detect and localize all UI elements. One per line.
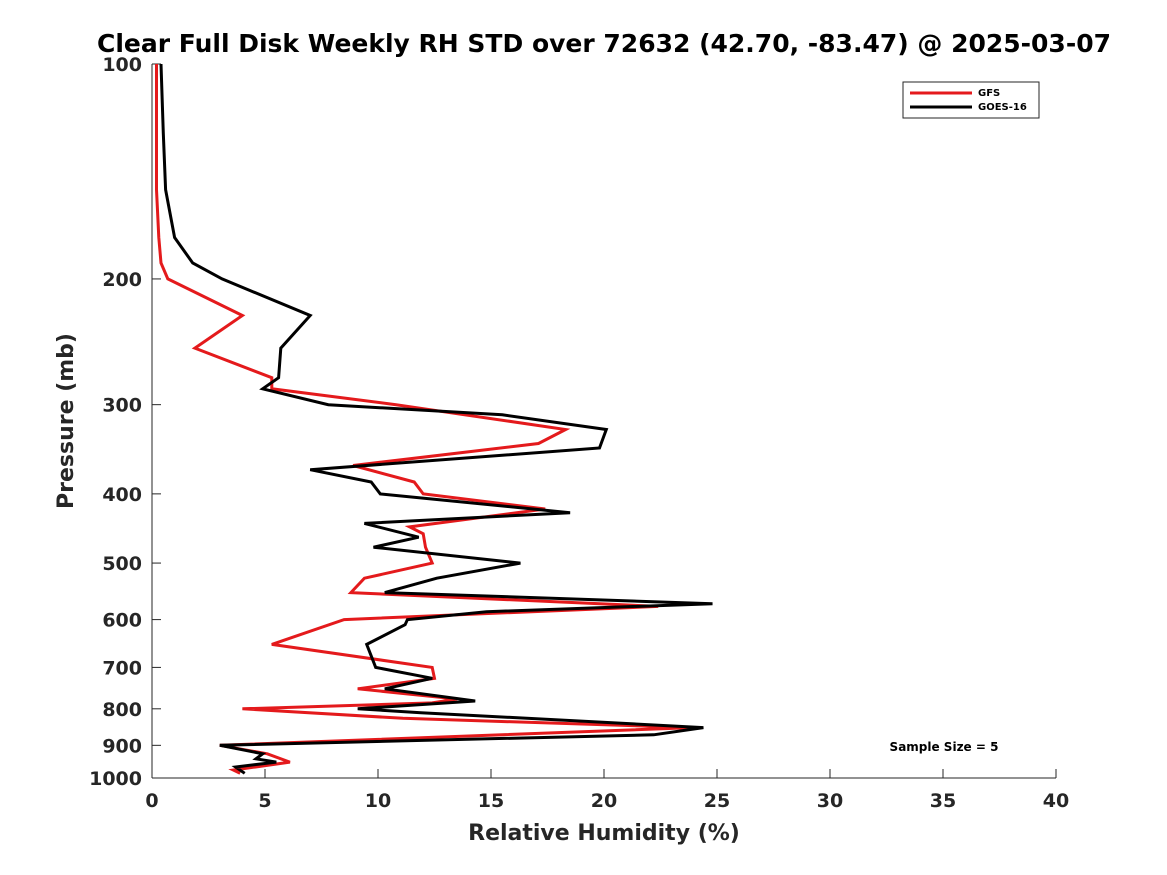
sample-size-annotation: Sample Size = 5 xyxy=(890,740,999,754)
chart-title: Clear Full Disk Weekly RH STD over 72632… xyxy=(97,29,1111,58)
y-tick-label: 900 xyxy=(102,735,142,757)
y-axis-label: Pressure (mb) xyxy=(54,333,79,509)
legend-box xyxy=(902,81,1040,119)
x-tick-label: 15 xyxy=(478,790,504,812)
legend-label-goes16: GOES-16 xyxy=(978,102,1027,113)
x-tick-label: 0 xyxy=(145,790,158,812)
x-tick-label: 35 xyxy=(930,790,956,812)
x-tick-label: 40 xyxy=(1043,790,1069,812)
series-line-goes16 xyxy=(159,63,713,775)
legend: GFS GOES-16 xyxy=(902,81,1040,119)
y-tick-label: 600 xyxy=(102,610,142,632)
y-tick-label: 800 xyxy=(102,699,142,721)
x-tick-label: 25 xyxy=(704,790,730,812)
x-axis-label: Relative Humidity (%) xyxy=(468,821,740,846)
y-tick-label: 500 xyxy=(102,553,142,575)
x-tick-label: 10 xyxy=(365,790,391,812)
x-tick-label: 5 xyxy=(258,790,271,812)
series-line-gfs xyxy=(155,64,693,775)
y-tick-label: 700 xyxy=(102,657,142,679)
y-tick-label: 100 xyxy=(102,54,142,76)
y-tick-label: 400 xyxy=(102,484,142,506)
plot-area: 0 5 10 15 20 25 30 35 40 100 200 300 400 500 600 700 800… xyxy=(89,54,1069,812)
legend-label-gfs: GFS xyxy=(978,88,1000,99)
y-tick-label: 300 xyxy=(102,395,142,417)
x-tick-label: 20 xyxy=(591,790,617,812)
x-tick-label: 30 xyxy=(817,790,843,812)
y-tick-label: 1000 xyxy=(89,768,142,790)
y-tick-label: 200 xyxy=(102,269,142,291)
series-lines xyxy=(155,63,713,775)
